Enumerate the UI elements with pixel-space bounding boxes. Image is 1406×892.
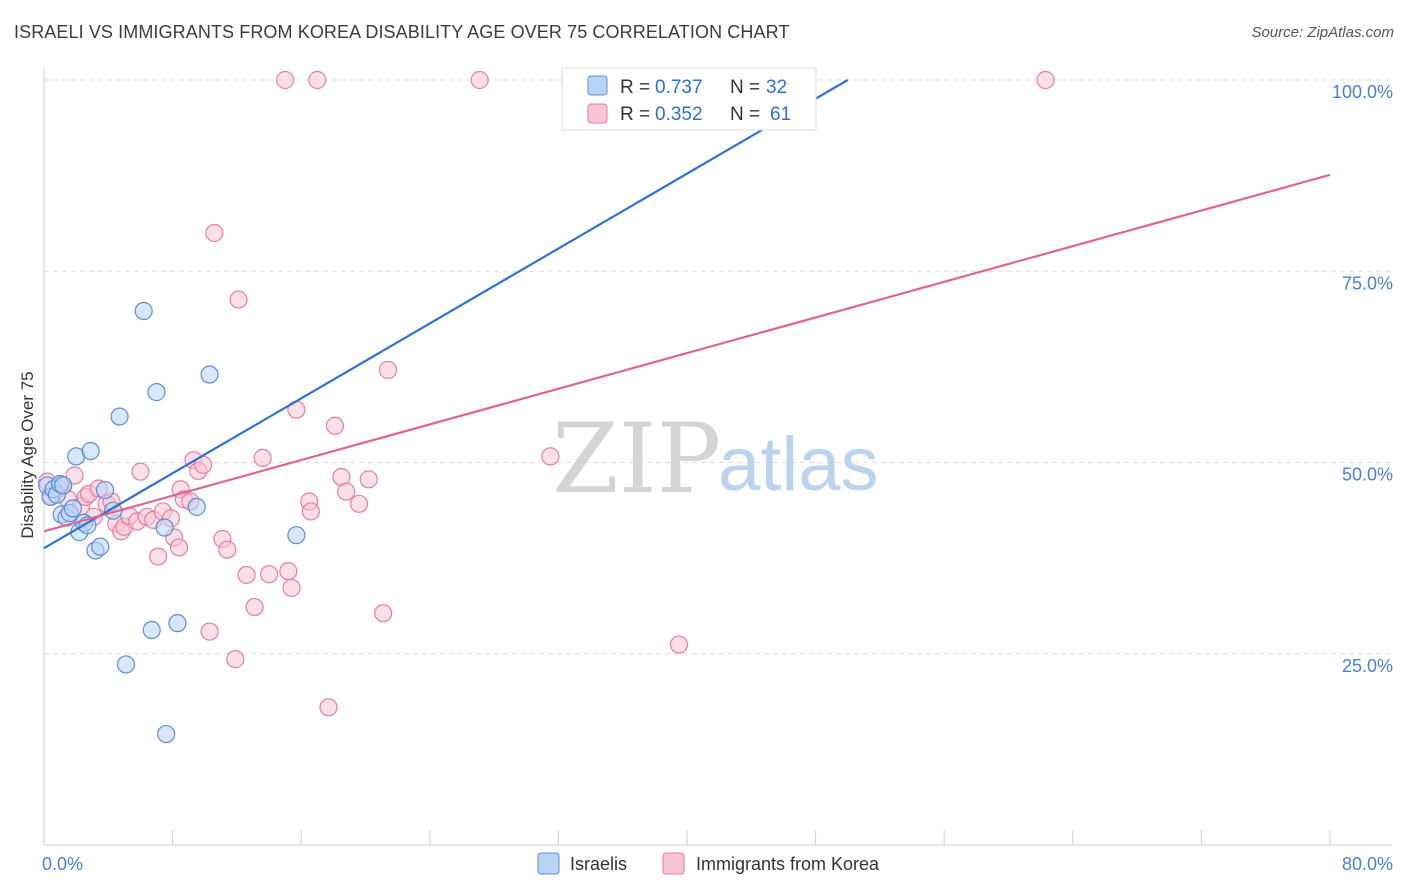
y-tick-labels: 25.0% 50.0% 75.0% 100.0% [1332,82,1393,676]
y-tick-label-75: 75.0% [1342,273,1393,293]
x-tick-labels: 0.0% 80.0% [42,854,1393,874]
israelis-trend-line [43,79,849,550]
korea-data-point [325,416,345,435]
y-tick-label-100: 100.0% [1332,82,1393,102]
israelis-data-point [63,499,83,518]
israelis-data-point [116,655,136,674]
korea-data-point [319,698,338,717]
korea-data-point [149,547,168,566]
legend-label-korea: Immigrants from Korea [696,854,880,874]
stats-swatch-israelis [587,75,608,96]
stats-r-label-korea: R = [620,104,650,125]
legend-swatch-korea [662,852,685,875]
korea-data-point [229,290,248,309]
korea-data-point [245,597,264,617]
korea-data-point [541,447,560,466]
israelis-data-point [95,480,115,500]
korea-data-point [276,70,295,90]
korea-data-point [669,635,689,654]
korea-data-point [359,470,378,489]
korea-data-point [470,70,489,90]
stats-swatch-korea [587,103,608,124]
stats-legend: R = 0.737 N = 32 R = 0.352 N = 61 [561,67,817,131]
israelis-data-point [157,724,176,744]
korea-data-point [337,482,356,501]
bottom-legend: Israelis Immigrants from Korea [537,852,880,875]
korea-trend-line [43,173,1331,533]
korea-data-point [226,650,245,669]
data-points [38,70,1055,744]
korea-data-point [349,494,369,513]
korea-data-point [200,622,219,641]
watermark-zip: ZIP [552,403,721,515]
stats-r-label-israelis: R = [620,77,650,98]
korea-data-point [374,604,393,623]
korea-data-point [1036,70,1055,90]
stats-n-value-israelis: 32 [766,77,787,98]
legend-label-israelis: Israelis [570,854,627,874]
stats-n-value-korea: 61 [770,104,791,125]
israelis-data-point [110,407,129,426]
stats-r-value-korea: 0.352 [655,104,703,125]
trend-lines [43,79,1331,550]
korea-data-point [282,578,301,598]
israelis-data-point [168,614,187,633]
korea-data-point [131,462,150,481]
watermark: ZIP atlas [552,403,879,515]
korea-data-point [301,502,320,521]
stats-n-label-israelis: N = [730,77,760,98]
israelis-data-point [200,365,219,384]
korea-data-point [308,70,327,90]
israelis-data-point [91,537,110,556]
legend-swatch-israelis [537,852,560,875]
korea-data-point [218,540,237,559]
israelis-data-point [142,620,161,640]
korea-data-point [259,565,279,584]
x-tick-label-min: 0.0% [42,854,83,874]
axes [43,68,1392,846]
israelis-data-point [54,476,73,495]
chart-source: Source: ZipAtlas.com [1251,24,1394,41]
stats-r-value-israelis: 0.737 [655,77,703,98]
stats-n-label-korea: N = [730,104,760,125]
watermark-atlas: atlas [718,422,879,507]
israelis-data-point [287,526,306,545]
korea-data-point [205,223,224,243]
korea-data-point [237,565,256,585]
chart-title: ISRAELI VS IMMIGRANTS FROM KOREA DISABIL… [14,22,790,42]
korea-data-point [378,360,398,380]
israelis-data-point [147,383,166,402]
israelis-data-point [155,518,174,537]
korea-data-point [253,448,272,468]
y-tick-label-25: 25.0% [1342,656,1393,676]
israelis-data-point [134,301,153,321]
israelis-data-point [81,441,100,461]
israelis-data-point [187,497,206,516]
x-tick-label-max: 80.0% [1342,854,1393,874]
korea-data-point [279,562,298,581]
korea-data-point [169,538,189,557]
y-tick-label-50: 50.0% [1342,465,1393,485]
